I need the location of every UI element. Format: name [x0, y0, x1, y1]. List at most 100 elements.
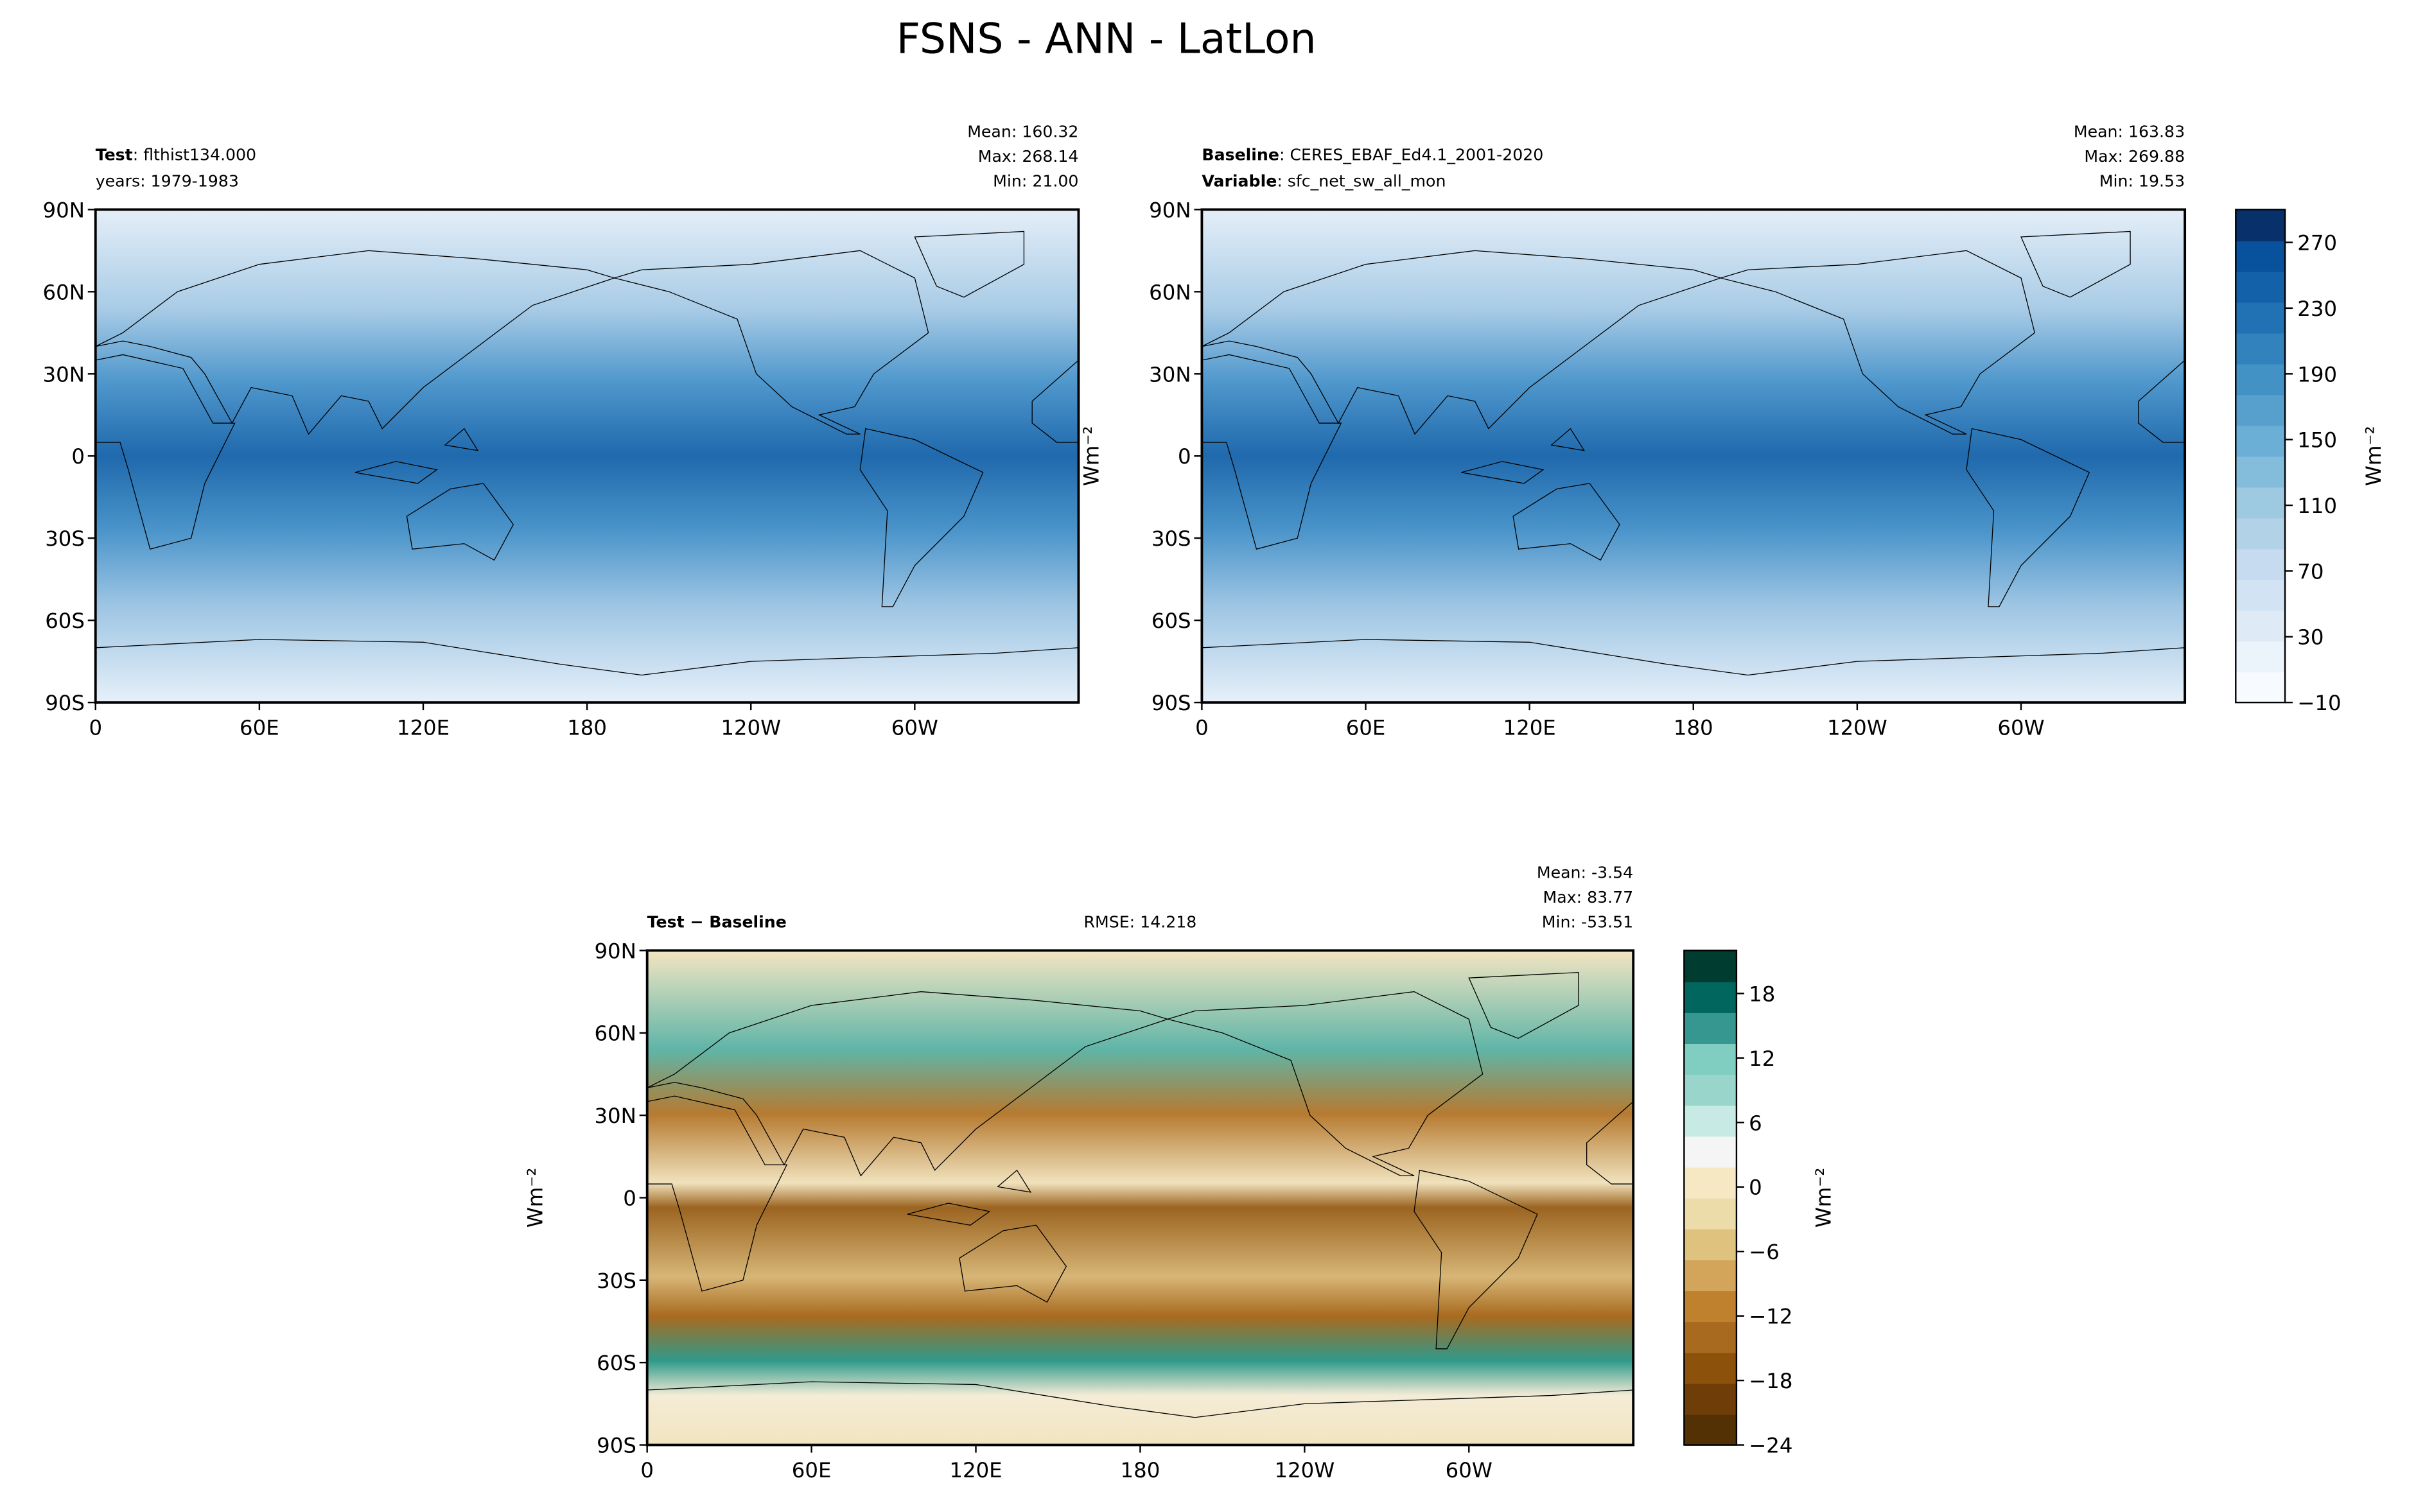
colorbar-segment: [1684, 1228, 1737, 1260]
panel-label: Test − Baseline: [647, 912, 787, 931]
y-tick-label: 60S: [45, 609, 85, 633]
x-tick-label: 120E: [397, 716, 450, 740]
y-tick-label: 90S: [45, 691, 85, 715]
colorbar-tick-label: −24: [1749, 1434, 1792, 1458]
colorbar-segment: [1684, 1105, 1737, 1137]
stat-text: Max: 269.88: [2084, 147, 2185, 166]
stat-text: Mean: 163.83: [2074, 123, 2185, 141]
x-tick-label: 120E: [1503, 716, 1556, 740]
map-field: [647, 950, 1634, 1445]
colorbar-segment: [1684, 1290, 1737, 1323]
colorbar-segment: [1684, 1043, 1737, 1075]
y-axis-label: Wm⁻²: [1080, 426, 1104, 486]
y-axis-label: Wm⁻²: [523, 1168, 548, 1228]
stat-text: Max: 268.14: [978, 147, 1079, 166]
x-tick-label: 60E: [792, 1458, 832, 1482]
x-tick-label: 60W: [1446, 1458, 1492, 1482]
x-tick-label: 180: [567, 716, 607, 740]
y-tick-label: 90N: [1149, 198, 1191, 222]
panel-center-text: RMSE: 14.218: [1084, 912, 1197, 931]
colorbar-segment: [2236, 548, 2286, 580]
colorbar-tick-label: 18: [1749, 982, 1775, 1006]
colorbar-tick-label: 230: [2297, 297, 2337, 321]
colorbar-segment: [2236, 517, 2286, 550]
y-tick-label: 0: [1178, 444, 1191, 469]
colorbar-segment: [2236, 487, 2286, 519]
panel-label-bold: Test: [96, 146, 133, 164]
y-tick-label: 90N: [43, 198, 85, 222]
panel-label: Test: flthist134.000: [96, 146, 256, 164]
map-field: [95, 209, 1079, 703]
colorbar-segment: [2236, 271, 2286, 303]
stat-text: Mean: 160.32: [967, 123, 1078, 141]
panel-label-bold: Variable: [1202, 171, 1277, 190]
stat-text: Max: 83.77: [1543, 888, 1634, 907]
x-tick-label: 60E: [1346, 716, 1386, 740]
y-tick-label: 60N: [1149, 280, 1191, 304]
x-tick-label: 60W: [1997, 716, 2044, 740]
colorbar-tick-label: 12: [1749, 1047, 1775, 1071]
y-tick-label: 90S: [597, 1434, 636, 1458]
colorbar-tick-label: −6: [1749, 1240, 1780, 1264]
colorbar-frame: [1683, 950, 1738, 1446]
colorbar-tick-label: 190: [2297, 362, 2337, 387]
x-tick-label: 120W: [1274, 1458, 1335, 1482]
panel-label-text: years: 1979-1983: [96, 171, 239, 190]
x-tick-label: 0: [1195, 716, 1209, 740]
colorbar-segment: [2236, 333, 2286, 365]
y-tick-label: 30S: [45, 526, 85, 551]
colorbar-label: Wm⁻²: [2361, 426, 2386, 486]
colorbar-segment: [1684, 1073, 1737, 1106]
colorbar-segment: [2236, 209, 2286, 241]
panel-label: years: 1979-1983: [96, 171, 239, 190]
stat-text: Mean: -3.54: [1537, 864, 1633, 882]
colorbar-tick-label: −18: [1749, 1369, 1792, 1393]
colorbar-tick-label: −12: [1749, 1305, 1792, 1329]
x-tick-label: 120E: [949, 1458, 1002, 1482]
x-tick-label: 60E: [240, 716, 279, 740]
colorbar-segment: [1684, 950, 1737, 982]
colorbar-segment: [2236, 425, 2286, 457]
colorbar-label: Wm⁻²: [1811, 1168, 1835, 1228]
y-tick-label: 0: [71, 444, 85, 469]
panel-label-text: : flthist134.000: [133, 146, 256, 164]
colorbar-segment: [2236, 302, 2286, 334]
colorbar-segment: [1684, 981, 1737, 1013]
colorbar-tick-label: −10: [2297, 691, 2341, 715]
stat-text: Min: 21.00: [993, 171, 1078, 190]
colorbar-segment: [1684, 1352, 1737, 1384]
colorbar-segment: [1684, 1197, 1737, 1230]
colorbar-segment: [1684, 1167, 1737, 1199]
panel-label: Baseline: CERES_EBAF_Ed4.1_2001-2020: [1202, 146, 1543, 164]
colorbar-segment: [1684, 1136, 1737, 1168]
x-tick-label: 60W: [891, 716, 938, 740]
x-tick-label: 0: [640, 1458, 654, 1482]
map-field: [1202, 209, 2185, 703]
y-tick-label: 60S: [1151, 609, 1191, 633]
panel-label-text: : sfc_net_sw_all_mon: [1277, 171, 1446, 190]
y-tick-label: 30N: [43, 362, 85, 387]
figure-title: FSNS - ANN - LatLon: [897, 15, 1317, 63]
colorbar-frame: [2235, 209, 2286, 704]
colorbar-segment: [1684, 1259, 1737, 1292]
colorbar-tick-label: 70: [2297, 559, 2324, 584]
stat-text: Min: 19.53: [2099, 171, 2185, 190]
x-tick-label: 120W: [1827, 716, 1887, 740]
panel-label-bold: Baseline: [1202, 146, 1279, 164]
colorbar-segment: [2236, 240, 2286, 272]
y-tick-label: 90S: [1151, 691, 1191, 715]
colorbar-tick-label: 30: [2297, 625, 2324, 650]
colorbar-segment: [1684, 1383, 1737, 1415]
y-tick-label: 60N: [43, 280, 85, 304]
x-tick-label: 180: [1674, 716, 1713, 740]
x-tick-label: 180: [1121, 1458, 1160, 1482]
colorbar-segment: [2236, 610, 2286, 642]
stat-text: Min: -53.51: [1542, 912, 1633, 931]
colorbar-segment: [2236, 363, 2286, 395]
panel-label: Variable: sfc_net_sw_all_mon: [1202, 171, 1446, 190]
colorbar-segment: [1684, 1321, 1737, 1353]
y-tick-label: 60S: [597, 1351, 636, 1375]
colorbar-tick-label: 270: [2297, 231, 2337, 256]
y-tick-label: 30S: [1151, 526, 1191, 551]
